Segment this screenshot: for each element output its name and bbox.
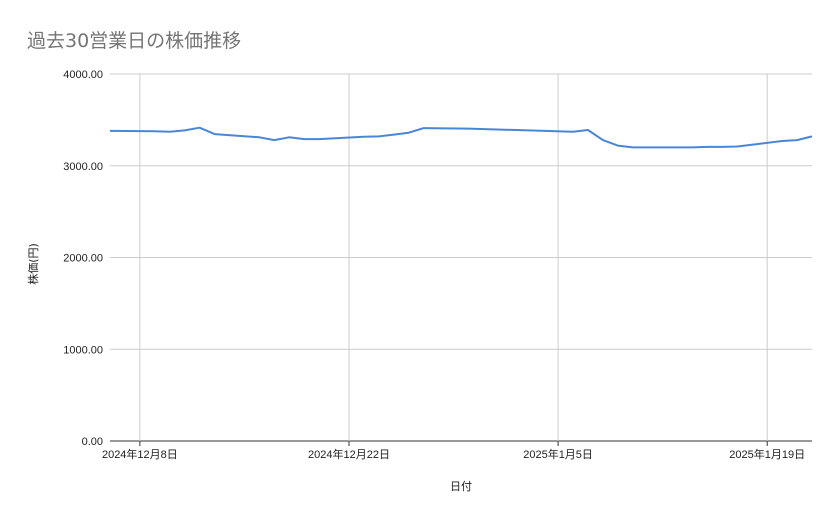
- y-tick-label: 2000.00: [63, 253, 103, 265]
- grid-layer: [110, 73, 812, 446]
- x-tick-label: 2025年1月5日: [523, 447, 593, 461]
- y-axis-title: 株価(円): [26, 243, 40, 285]
- y-tick-label: 3000.00: [63, 161, 103, 173]
- x-tick-label: 2024年12月8日: [102, 447, 178, 461]
- y-tick-label: 0.00: [82, 436, 103, 448]
- tick-layer: 0.00 1000.00 2000.00 3000.00 4000.00 2024年12月…: [63, 69, 805, 461]
- x-tick-label: 2025年1月19日: [729, 447, 805, 461]
- x-tick-label: 2024年12月22日: [308, 447, 390, 461]
- x-axis-title: 日付: [450, 480, 472, 493]
- chart-title: 過去30営業日の株価推移: [27, 30, 242, 52]
- series-line-0: [109, 126, 813, 149]
- y-tick-label: 4000.00: [63, 69, 103, 81]
- series-layer: [109, 126, 813, 149]
- y-tick-label: 1000.00: [63, 344, 103, 356]
